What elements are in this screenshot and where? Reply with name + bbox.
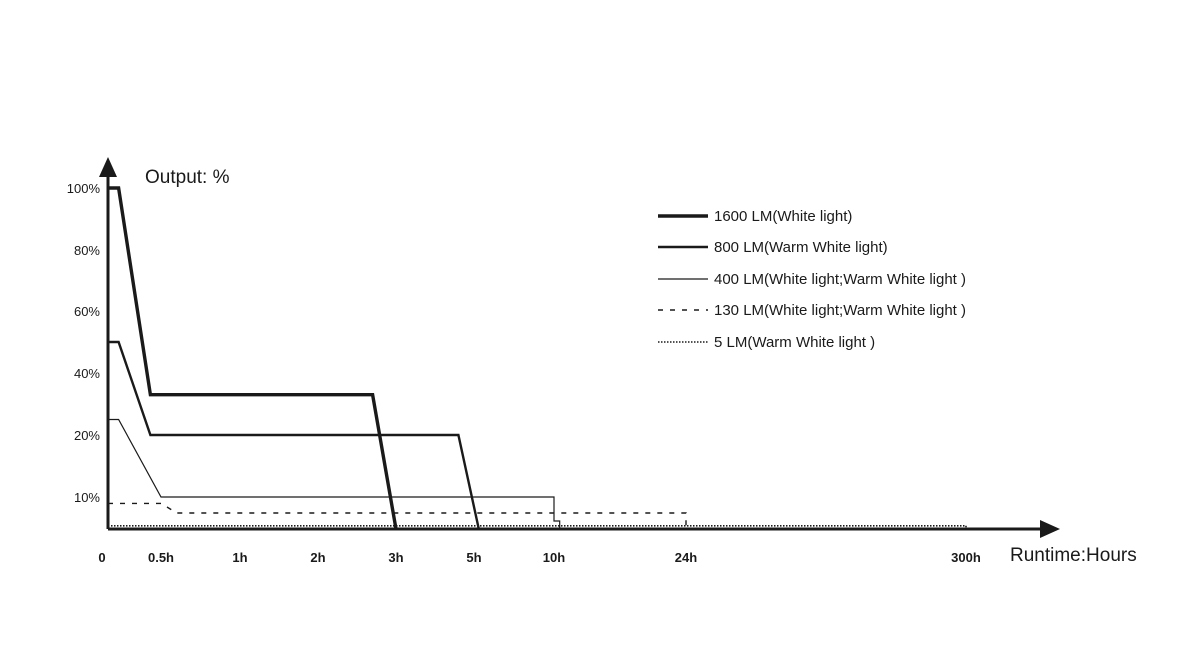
series-line [108, 524, 967, 529]
x-tick-label: 5h [466, 550, 481, 565]
series-layer [108, 186, 967, 530]
legend-label: 400 LM(White light;Warm White light ) [714, 271, 966, 288]
legend-label: 800 LM(Warm White light) [714, 239, 888, 256]
axes [99, 157, 1060, 538]
x-tick-label: 300h [951, 550, 981, 565]
x-axis-title: Runtime:Hours [1010, 545, 1137, 566]
x-axis-arrow [1040, 520, 1060, 538]
x-tick-label: 3h [388, 550, 403, 565]
x-tick-label: 0.5h [148, 550, 174, 565]
y-tick-label: 20% [74, 428, 100, 443]
legend-label: 130 LM(White light;Warm White light ) [714, 302, 966, 319]
y-tick-label: 60% [74, 304, 100, 319]
tick-labels: 0 0.5h 1h 2h 3h 5h 10h 24h 300h 100% 80% 60% 40% 20% 1… [67, 181, 981, 565]
legend-label: 1600 LM(White light) [714, 208, 852, 225]
y-tick-label: 40% [74, 366, 100, 381]
y-axis-arrow [99, 157, 117, 177]
series-line [108, 340, 480, 530]
x-tick-label: 0 [98, 550, 105, 565]
legend-label: 5 LM(Warm White light ) [714, 334, 875, 351]
series-line [108, 418, 561, 529]
y-axis-title: Output: % [145, 167, 230, 188]
series-line [108, 186, 398, 530]
y-tick-label: 80% [74, 243, 100, 258]
y-tick-label: 10% [74, 490, 100, 505]
legend: 1600 LM(White light) 800 LM(Warm White li… [658, 208, 966, 351]
x-tick-label: 10h [543, 550, 565, 565]
x-tick-label: 2h [310, 550, 325, 565]
x-tick-label: 24h [675, 550, 697, 565]
y-tick-label: 100% [67, 181, 101, 196]
x-tick-label: 1h [232, 550, 247, 565]
